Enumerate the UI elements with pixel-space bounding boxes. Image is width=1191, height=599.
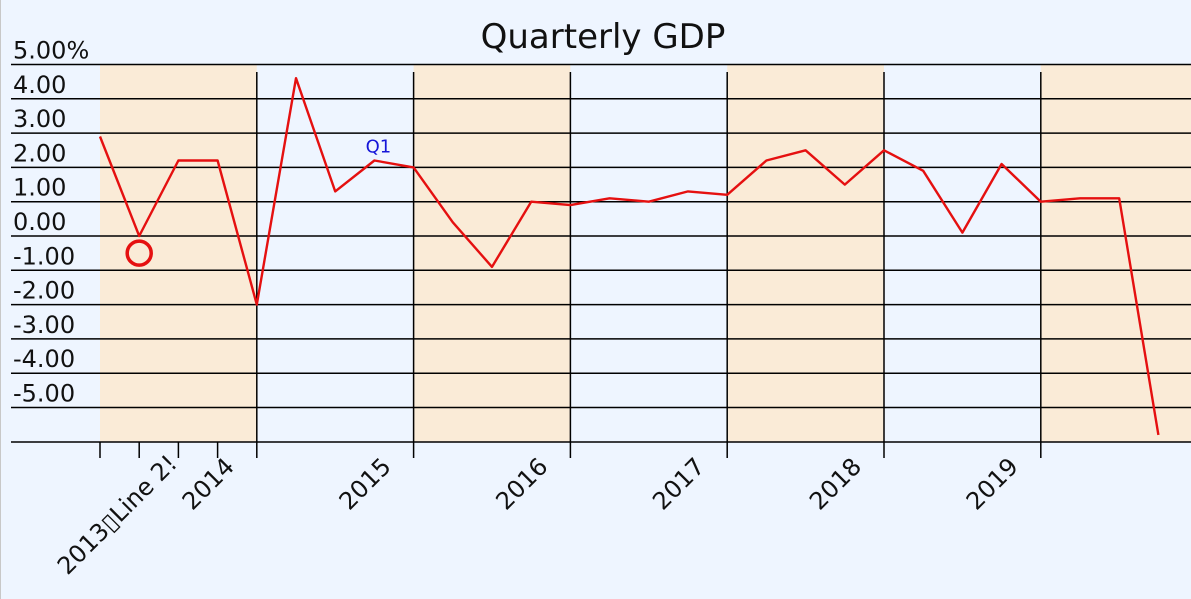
- highlight-marker: [125, 239, 153, 267]
- series-line: [98, 76, 1160, 436]
- y-tick-label: -2.00: [13, 277, 75, 305]
- axes: [11, 72, 1191, 458]
- annotation-label: Q1: [366, 137, 392, 158]
- grid-lines: [11, 63, 1191, 409]
- x-tick-label: 2014: [177, 452, 240, 515]
- x-tick-label: 2013▯Line 2!: [52, 449, 183, 580]
- year-shade-band: [1040, 64, 1191, 442]
- y-tick-label: -3.00: [13, 311, 75, 339]
- year-shade-band: [100, 64, 257, 442]
- y-tick-label: -5.00: [13, 380, 75, 408]
- chart-title: Quarterly GDP: [481, 17, 726, 57]
- y-tick-label: 4.00: [13, 71, 66, 99]
- x-tick-label: 2015: [334, 452, 397, 515]
- annotations: Q1: [125, 137, 392, 267]
- y-tick-label: 2.00: [13, 139, 66, 167]
- y-tick-label: 1.00: [13, 174, 66, 202]
- year-shade-band: [727, 64, 884, 442]
- x-tick-label: 2017: [647, 452, 710, 515]
- year-shade-band: [413, 64, 571, 442]
- y-tick-label: 3.00: [13, 105, 66, 133]
- x-tick-labels: 2013▯Line 2!2014 2015 2016 2017 2018 2019: [52, 449, 1024, 580]
- x-tick-label: 2019: [961, 452, 1024, 515]
- y-tick-label: -4.00: [13, 345, 75, 373]
- series-lines: [98, 76, 1160, 436]
- x-tick-label: 2016: [490, 452, 553, 515]
- y-tick-label: -1.00: [13, 242, 75, 270]
- y-tick-label: 5.00%: [13, 37, 89, 65]
- year-shade-bands: [100, 64, 1191, 442]
- x-tick-label: 2018: [804, 452, 867, 515]
- y-tick-label: 0.00: [13, 208, 66, 236]
- y-tick-labels: 5.00% 4.00 3.00 2.00 1.00 0.00 -1.00 -2.00 -3.00…: [13, 37, 89, 408]
